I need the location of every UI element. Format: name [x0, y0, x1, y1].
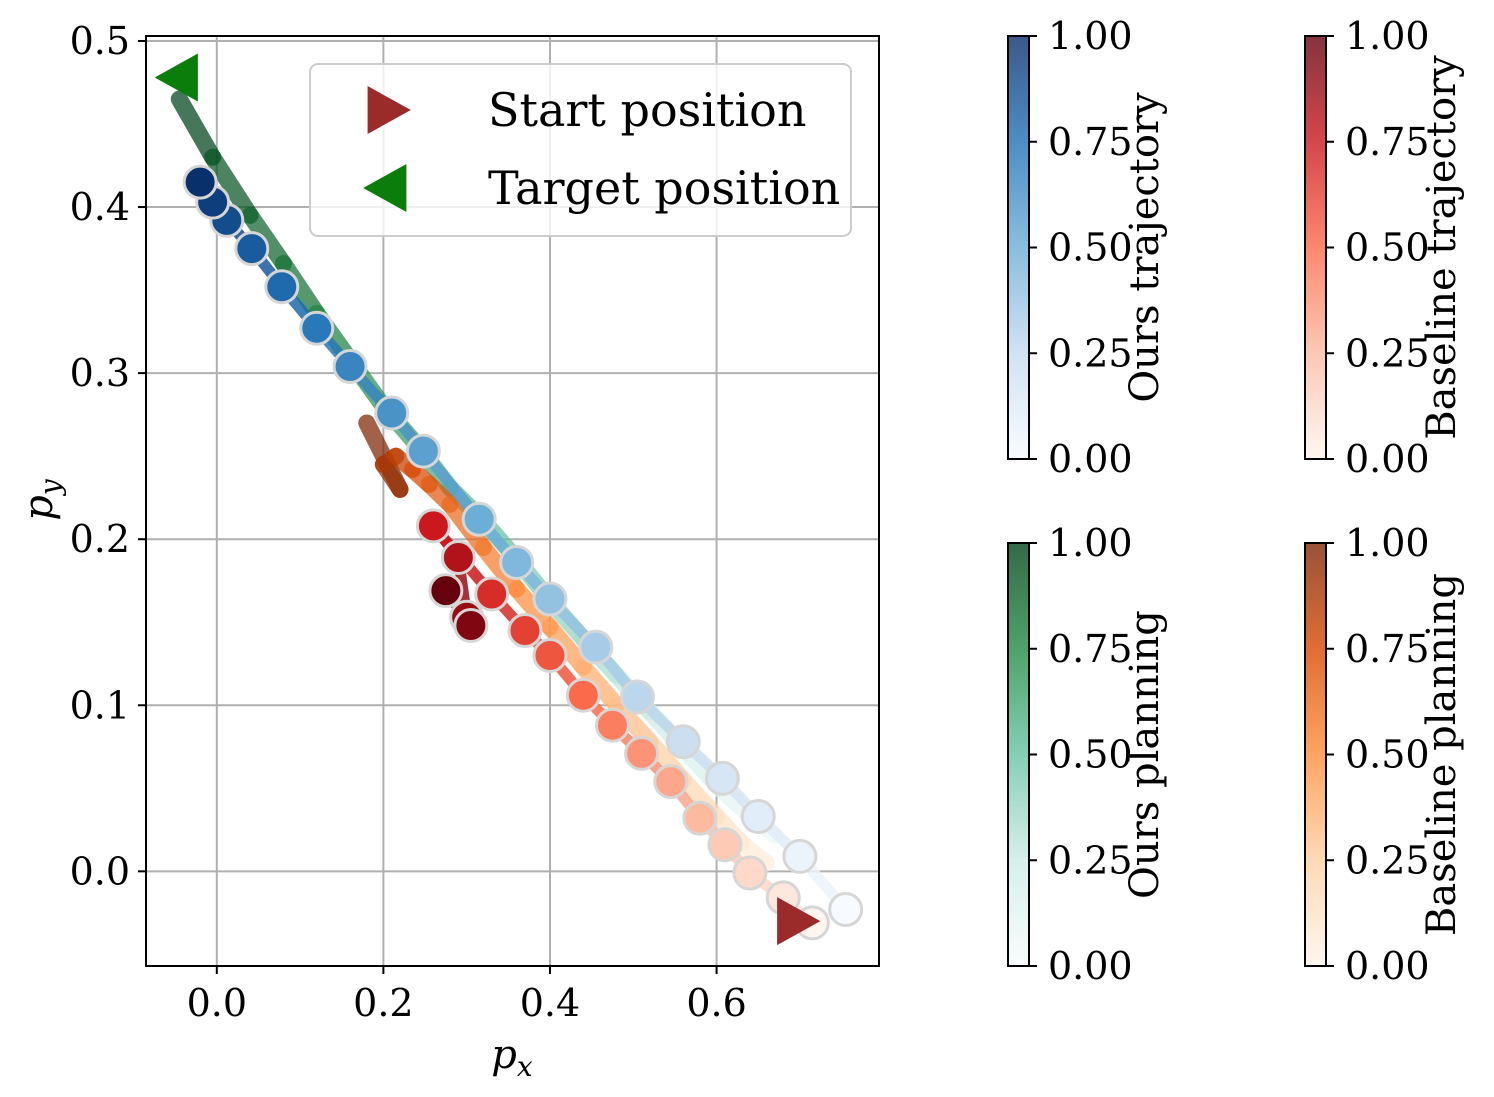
colorbar-tick-label: 0.50 [1345, 733, 1430, 777]
planning-segment-3 [733, 834, 776, 872]
legend-target-label: Target position [488, 161, 840, 215]
trajectory-point-1-4 [415, 508, 451, 544]
colorbar-blues: 0.00 0.25 0.50 0.75 1.00 Ours trajectory [1007, 14, 1168, 481]
colorbar-greens: 0.00 0.25 0.50 0.75 1.00 Ours planning [1007, 521, 1168, 988]
x-tick-label: 0.6 [686, 981, 746, 1025]
trajectory-point-1-3 [440, 539, 476, 575]
trajectory-point-1-9 [594, 707, 630, 743]
trajectory-point-1-13 [707, 827, 743, 863]
colorbar-tick-label: 0.75 [1345, 627, 1430, 671]
trajectory-point-0-11 [532, 581, 568, 617]
colorbar-label: Ours planning [1122, 610, 1168, 899]
y-tick-label: 0.1 [70, 683, 130, 727]
legend-target-marker [363, 164, 407, 212]
colorbar-tick-label: 0.25 [1345, 331, 1430, 375]
trajectory-point-0-15 [704, 760, 740, 796]
planning-segment-3 [541, 618, 592, 676]
x-axis-label: px [491, 1032, 533, 1083]
trajectory-point-1-7 [532, 637, 568, 673]
trajectory-point-0-8 [405, 433, 441, 469]
y-tick-label: 0.0 [70, 849, 130, 893]
colorbar-tick-label: 0.25 [1048, 331, 1133, 375]
colorbar-tick-label: 1.00 [1048, 521, 1133, 565]
trajectory-point-0-5 [299, 310, 335, 346]
trajectory-point-1-5 [474, 576, 510, 612]
planning-segment-3 [474, 539, 526, 598]
colorbar-tick-label: 1.00 [1048, 14, 1133, 58]
y-axis-label: py [16, 478, 67, 521]
trajectory-point-0-0 [182, 164, 218, 200]
trajectory-point-0-17 [782, 838, 818, 874]
trajectory-point-1-8 [565, 677, 601, 713]
trajectory-point-1-10 [624, 735, 660, 771]
colorbar-tick-label: 0.75 [1345, 120, 1430, 164]
plot-area: 0.0 0.2 0.4 0.6 0.0 0.1 0.2 0.3 0.4 0.5 Start po… [16, 19, 880, 1083]
trajectory-point-0-14 [665, 724, 701, 760]
x-tick-label: 0.4 [520, 981, 580, 1025]
colorbar-label: Baseline trajectory [1419, 55, 1465, 440]
y-tick-label: 0.4 [70, 185, 130, 229]
colorbar-gradient [1304, 35, 1327, 460]
colorbar-tick-label: 0.50 [1048, 733, 1133, 777]
trajectory-point-1-1 [453, 608, 489, 644]
start-target-markers [154, 53, 821, 946]
planning-segment-2 [204, 148, 259, 224]
legend-start-label: Start position [488, 83, 807, 137]
colorbar-gradient [1304, 542, 1327, 967]
colorbar-tick-label: 0.50 [1345, 226, 1430, 270]
x-tick-label: 0.2 [353, 981, 413, 1025]
x-ticks: 0.0 0.2 0.4 0.6 [187, 966, 747, 1025]
trajectory-point-1-12 [682, 800, 718, 836]
colorbar-gradient [1007, 35, 1030, 460]
target-marker [154, 53, 198, 102]
trajectory-points [182, 164, 864, 941]
trajectory-point-1-6 [507, 613, 543, 649]
colorbar-tick-label: 0.00 [1345, 944, 1430, 988]
colorbar-tick-label: 1.00 [1345, 14, 1430, 58]
colorbar-tick-label: 0.25 [1048, 838, 1133, 882]
trajectory-point-0-6 [332, 348, 368, 384]
legend: Start position Target position [309, 63, 852, 237]
trajectory-point-1-11 [653, 764, 689, 800]
legend-box [309, 63, 852, 237]
colorbar-tick-label: 0.50 [1048, 226, 1133, 270]
colorbar-tick-label: 0.25 [1345, 838, 1430, 882]
colorbar-tick-label: 0.00 [1345, 437, 1430, 481]
trajectory-point-0-12 [578, 629, 614, 665]
trajectory-point-0-7 [374, 395, 410, 431]
axes-frame [145, 35, 880, 967]
y-tick-label: 0.3 [70, 351, 130, 395]
colorbar-tick-label: 1.00 [1345, 521, 1430, 565]
colorbar-label: Ours trajectory [1122, 92, 1168, 403]
y-tick-label: 0.2 [70, 517, 130, 561]
y-tick-label: 0.5 [70, 19, 130, 63]
trajectory-point-0-10 [499, 544, 535, 580]
trajectory-point-0-13 [619, 679, 655, 715]
colorbar-tick-label: 0.00 [1048, 437, 1133, 481]
colorbar-tick-label: 0.75 [1048, 120, 1133, 164]
trajectory-point-0-3 [234, 231, 270, 267]
trajectory-point-1-0 [428, 573, 464, 609]
trajectory-point-0-18 [828, 892, 864, 928]
colorbar-gradient [1007, 542, 1030, 967]
planning-segment-2 [170, 90, 222, 166]
y-ticks: 0.0 0.1 0.2 0.3 0.4 0.5 [70, 19, 146, 893]
trajectory-point-0-16 [740, 799, 776, 835]
colorbar-oranges: 0.00 0.25 0.50 0.75 1.00 Baseline planning [1304, 521, 1465, 988]
start-marker [777, 897, 821, 946]
legend-start-marker [367, 86, 411, 134]
trajectory-point-1-14 [732, 855, 768, 891]
planning-segment-2 [241, 206, 292, 273]
x-tick-label: 0.0 [187, 981, 247, 1025]
colorbar-tick-label: 0.00 [1048, 944, 1133, 988]
colorbar-tick-label: 0.75 [1048, 627, 1133, 671]
colorbar-label: Baseline planning [1419, 573, 1465, 936]
trajectory-point-0-4 [264, 269, 300, 305]
trajectory-point-0-9 [461, 501, 497, 537]
